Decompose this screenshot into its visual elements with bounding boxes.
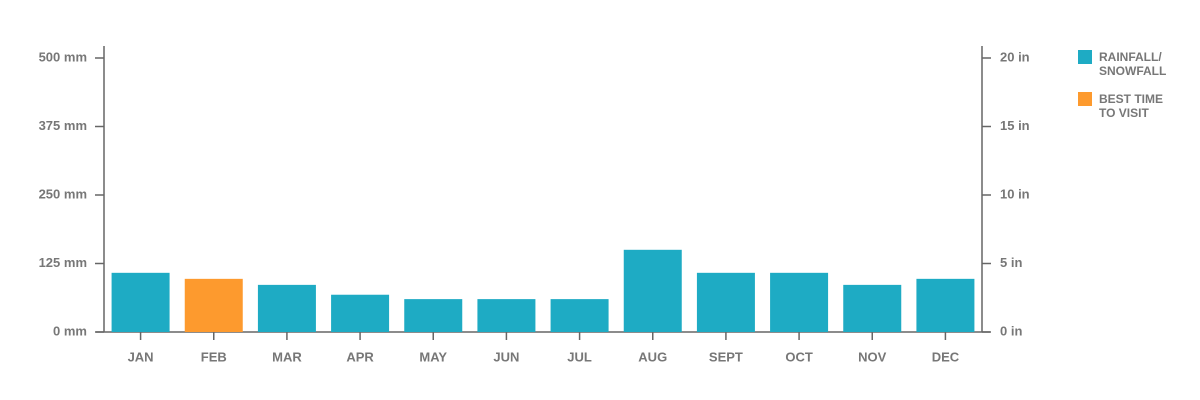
y-tick-label: 125 mm <box>39 255 87 270</box>
bar <box>257 284 316 332</box>
x-tick-label: JUN <box>493 349 519 364</box>
bar <box>404 299 463 332</box>
x-tick-label: NOV <box>858 349 887 364</box>
legend-label: RAINFALL/ SNOWFALL <box>1099 50 1167 78</box>
x-tick-label: AUG <box>638 349 667 364</box>
bar <box>550 299 609 332</box>
x-tick-label: FEB <box>201 349 227 364</box>
bar <box>331 294 390 332</box>
x-tick-label: JUL <box>567 349 592 364</box>
legend-item: RAINFALL/ SNOWFALL <box>1078 50 1166 78</box>
x-tick-label: DEC <box>932 349 960 364</box>
bar <box>623 249 682 332</box>
bar <box>696 272 755 332</box>
x-tick-label: MAY <box>419 349 447 364</box>
x-tick-label: OCT <box>785 349 813 364</box>
bar <box>843 284 902 332</box>
bar <box>477 299 536 332</box>
bar <box>184 278 243 332</box>
bar <box>916 278 975 332</box>
legend-label: BEST TIME TO VISIT <box>1099 92 1164 120</box>
y-tick-label: 500 mm <box>39 49 87 64</box>
legend-item: BEST TIME TO VISIT <box>1078 92 1166 120</box>
y-tick-label: 250 mm <box>39 186 87 201</box>
legend-swatch <box>1078 92 1092 106</box>
y-tick-label: 375 mm <box>39 118 87 133</box>
y2-tick-label: 5 in <box>1000 255 1022 270</box>
y2-tick-label: 20 in <box>1000 49 1030 64</box>
y2-tick-label: 15 in <box>1000 118 1030 133</box>
chart: 0 mm 125 mm 250 mm 375 mm 500 mm 0 in 5 in 10 i… <box>39 46 1030 364</box>
x-tick-label: MAR <box>272 349 302 364</box>
x-tick-label: SEPT <box>709 349 743 364</box>
bar <box>770 272 829 332</box>
y2-tick-label: 0 in <box>1000 323 1022 338</box>
x-tick-label: JAN <box>128 349 154 364</box>
y2-tick-label: 10 in <box>1000 186 1030 201</box>
legend-swatch <box>1078 50 1092 64</box>
y-tick-label: 0 mm <box>53 323 87 338</box>
legend: RAINFALL/ SNOWFALL BEST TIME TO VISIT <box>1078 50 1166 134</box>
bar <box>111 272 170 332</box>
x-tick-label: APR <box>346 349 374 364</box>
